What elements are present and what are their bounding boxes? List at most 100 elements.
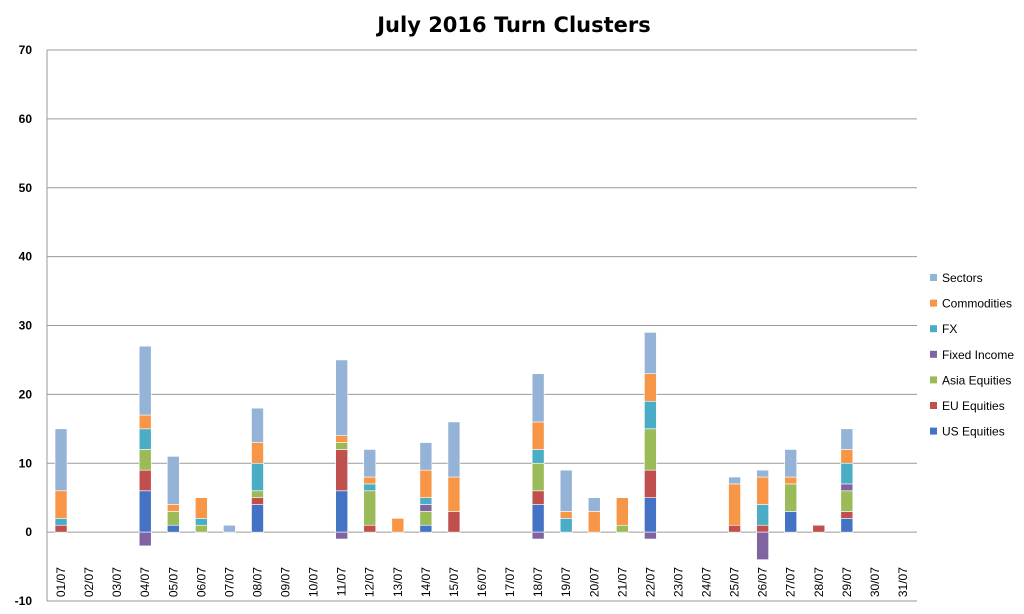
x-tick-label: 12/07 bbox=[363, 567, 377, 597]
bar-segment bbox=[363, 483, 377, 492]
y-tick-label: 20 bbox=[19, 387, 33, 401]
bar-segment bbox=[531, 462, 545, 492]
bar-segment bbox=[251, 407, 264, 443]
bar-segment bbox=[419, 511, 433, 526]
y-tick-label: 40 bbox=[19, 250, 33, 264]
bar-segment bbox=[840, 518, 854, 533]
bar-segment bbox=[138, 490, 152, 533]
x-tick-label: 24/07 bbox=[700, 567, 714, 597]
bar-segment bbox=[756, 524, 769, 533]
bar-segment bbox=[195, 518, 208, 526]
legend-swatch bbox=[930, 427, 937, 435]
bar-segment bbox=[644, 428, 657, 471]
bar-segment bbox=[728, 483, 741, 526]
bar-segment bbox=[531, 421, 545, 450]
bar-segment bbox=[812, 524, 826, 533]
bar-segment bbox=[195, 497, 208, 519]
x-axis-tick-labels: 01/07 02/07 03/07 04/07 05/07 06/07 07/07 08/07… bbox=[54, 567, 910, 597]
bar-segment bbox=[419, 524, 433, 533]
bar-segment bbox=[784, 449, 798, 478]
bar-segment bbox=[756, 476, 769, 505]
bar-segment bbox=[728, 476, 741, 485]
bar-segment bbox=[251, 504, 264, 533]
y-axis-tick-labels: -10 0 10 20 30 40 50 60 70 bbox=[15, 43, 33, 608]
x-tick-label: 30/07 bbox=[868, 567, 882, 597]
legend-label: FX bbox=[942, 322, 957, 336]
bar-segment bbox=[587, 497, 601, 512]
bar-segment bbox=[363, 524, 377, 533]
bar-segment bbox=[335, 442, 348, 450]
bar-segment bbox=[251, 490, 264, 498]
bar-segment bbox=[195, 524, 208, 533]
bar-segment bbox=[54, 490, 68, 519]
x-tick-label: 13/07 bbox=[391, 567, 405, 597]
bar-segment bbox=[644, 332, 657, 375]
legend-label: Sectors bbox=[942, 271, 983, 285]
x-tick-label: 09/07 bbox=[279, 567, 293, 597]
bar-segment bbox=[531, 504, 545, 533]
bar-segment bbox=[54, 428, 68, 492]
bar-segment bbox=[784, 511, 798, 533]
legend-swatch bbox=[930, 350, 937, 358]
legend-label: Fixed Income bbox=[942, 348, 1014, 362]
x-tick-label: 11/07 bbox=[335, 567, 349, 596]
bar-segment bbox=[644, 531, 657, 540]
bar-segment bbox=[531, 373, 545, 423]
y-tick-label: 60 bbox=[19, 112, 33, 126]
bar-segment bbox=[756, 469, 769, 478]
bar-segment bbox=[531, 490, 545, 505]
bar-segment bbox=[166, 456, 180, 505]
legend-label: EU Equities bbox=[942, 399, 1005, 413]
bar-segment bbox=[840, 428, 854, 450]
x-tick-label: 22/07 bbox=[643, 567, 657, 597]
bar-segment bbox=[166, 504, 180, 512]
bar-segment bbox=[251, 442, 264, 464]
bar-segment bbox=[840, 462, 854, 485]
legend-swatch bbox=[930, 274, 937, 281]
bar-segment bbox=[644, 469, 657, 498]
bar-segment bbox=[251, 497, 264, 505]
bar-segment bbox=[138, 449, 152, 471]
bar-segment bbox=[840, 490, 854, 512]
bar-segment bbox=[559, 469, 573, 512]
bar-segment bbox=[335, 490, 348, 533]
bar-segment bbox=[644, 497, 657, 533]
bar-segment bbox=[138, 345, 152, 416]
bar-segment bbox=[559, 518, 573, 533]
bar-segment bbox=[166, 511, 180, 526]
bar-segment bbox=[138, 469, 152, 492]
x-tick-label: 06/07 bbox=[194, 567, 208, 597]
x-tick-label: 23/07 bbox=[671, 567, 685, 597]
bar-segment bbox=[531, 531, 545, 540]
gridlines bbox=[46, 49, 917, 602]
bar-segment bbox=[840, 511, 854, 519]
bar-segment bbox=[54, 518, 68, 526]
bar-segment bbox=[559, 511, 573, 519]
x-tick-label: 04/07 bbox=[138, 567, 152, 597]
y-tick-label: 50 bbox=[19, 181, 33, 195]
bar-segment bbox=[840, 449, 854, 464]
y-tick-label: 30 bbox=[19, 319, 33, 333]
x-tick-label: 27/07 bbox=[784, 567, 798, 597]
bar-segment bbox=[447, 476, 461, 512]
bar-segment bbox=[391, 518, 405, 533]
bar-segment bbox=[335, 359, 348, 436]
bar-segment bbox=[784, 483, 798, 512]
bar-segment bbox=[419, 442, 433, 471]
legend: Sectors Commodities FX Fixed Income Asia Equ… bbox=[930, 271, 1014, 439]
legend-swatch bbox=[930, 299, 937, 307]
bar-segment bbox=[756, 531, 769, 560]
bar-segment bbox=[138, 531, 152, 547]
y-tick-label: 0 bbox=[25, 525, 32, 539]
bar-segment bbox=[447, 511, 461, 533]
x-tick-label: 15/07 bbox=[447, 567, 461, 597]
x-tick-label: 16/07 bbox=[475, 567, 489, 597]
x-tick-label: 29/07 bbox=[840, 567, 854, 597]
bar-segment bbox=[363, 476, 377, 485]
y-tick-label: 70 bbox=[19, 43, 33, 57]
bar-segment bbox=[363, 490, 377, 526]
x-tick-label: 25/07 bbox=[728, 567, 742, 597]
bar-segment bbox=[587, 511, 601, 533]
bars bbox=[54, 332, 854, 560]
x-tick-label: 28/07 bbox=[812, 567, 826, 597]
